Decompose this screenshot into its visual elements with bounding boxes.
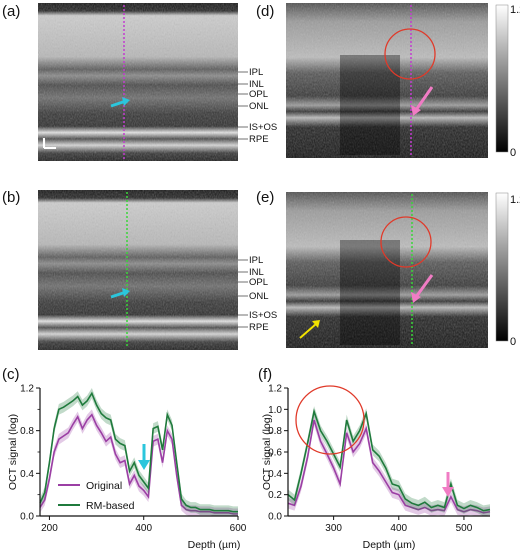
xlabel-f: Depth (µm): [363, 539, 416, 551]
shadow-region-e: [340, 240, 400, 345]
y-tick-label: 0.8: [20, 426, 34, 437]
panel-label-d: (d): [256, 3, 274, 20]
pink-arrowhead-e: [411, 292, 421, 303]
panel-d: (d) 1.2 0: [256, 3, 520, 159]
pink-arrowhead-d: [411, 105, 421, 116]
yellow-arrow-e: [299, 323, 317, 339]
oct-texture-d: [286, 3, 488, 158]
ylabel-c: OCT signal (log): [7, 414, 19, 490]
series-band: [40, 409, 238, 516]
ylabel-f: OCT signal (log): [261, 414, 273, 490]
layer-label: IPL: [249, 67, 263, 78]
layer-labels-a: IPL INL OPL ONL IS+OS RPE: [238, 67, 277, 145]
legend-c: Original RM-based: [58, 480, 135, 512]
colorbar-e-min: 0: [510, 336, 516, 348]
series-line-original: [39, 413, 238, 515]
yellow-arrowhead-e: [312, 320, 320, 328]
panel-label-c: (c): [2, 366, 20, 383]
layer-label: OPL: [249, 89, 268, 100]
y-tick-label: 0.6: [268, 448, 282, 459]
panel-a: (a) IPL INL OPL ONL IS+OS RPE: [2, 3, 277, 161]
series-line-original: [287, 419, 491, 514]
scale-bar-a: [43, 138, 56, 149]
layer-label: INL: [249, 79, 264, 90]
series-line-rm-based: [287, 408, 491, 512]
xlabel-c: Depth (µm): [188, 539, 241, 551]
series-line-rm-based: [39, 391, 238, 513]
colorbar-d-max: 1.2: [510, 4, 520, 16]
y-tick-label: 0.0: [20, 512, 34, 523]
oct-texture-b: [38, 190, 238, 350]
x-tick-label: 500: [456, 523, 473, 534]
layer-label: IS+OS: [249, 310, 277, 321]
layer-label: INL: [249, 267, 264, 278]
y-tick-label: 1.2: [268, 384, 282, 395]
red-circle-e: [380, 216, 432, 268]
panel-label-f: (f): [258, 366, 272, 383]
cyan-arrowhead-b: [122, 288, 130, 297]
colorbar-e: [495, 192, 509, 342]
panel-e: (e) 1.2 0: [256, 189, 520, 348]
y-tick-label: 0.2: [268, 490, 282, 501]
x-tick-label: 600: [230, 523, 247, 534]
y-tick-label: 0.4: [20, 469, 34, 480]
chart-f: (f) 300 400 500 0.0 0.2 0.4 0.6 0.8 1.0 1.2 Depth…: [258, 366, 491, 551]
shadow-region-d: [340, 55, 400, 155]
red-circle-d: [384, 28, 436, 80]
x-tick-label: 400: [135, 523, 152, 534]
layer-label: ONL: [249, 101, 269, 112]
cyan-arrowhead-a: [122, 97, 130, 106]
oct-texture-e: [286, 192, 488, 348]
oct-texture-a: [38, 3, 238, 161]
legend-label-rm: RM-based: [86, 500, 135, 512]
layer-label: RPE: [249, 322, 269, 333]
layer-label: IPL: [249, 255, 263, 266]
layer-label: OPL: [249, 277, 268, 288]
x-tick-label: 300: [325, 523, 342, 534]
x-tick-label: 200: [41, 523, 58, 534]
legend-label-original: Original: [86, 480, 122, 492]
pink-arrow-d: [414, 86, 434, 111]
y-tick-label: 1.0: [268, 405, 282, 416]
pink-arrowhead-f: [442, 487, 454, 497]
cyan-arrowhead-c: [138, 460, 150, 470]
series-band: [288, 414, 490, 516]
y-tick-label: 0.4: [268, 469, 282, 480]
red-circle-f: [295, 385, 365, 455]
layer-label: ONL: [249, 291, 269, 302]
panel-b: (b) IPL INL OPL ONL IS+OS RPE: [2, 189, 277, 350]
layer-labels-b: IPL INL OPL ONL IS+OS RPE: [238, 255, 277, 333]
y-tick-label: 0.0: [268, 512, 282, 523]
pink-arrow-e: [414, 274, 434, 298]
layer-label: IS+OS: [249, 122, 277, 133]
series-band: [40, 388, 238, 516]
layer-label: RPE: [249, 134, 269, 145]
colorbar-d: [495, 4, 509, 153]
chart-c: (c) 200 400 600 0.0 0.4 0.8 1.2 Depth (µm) OCT…: [2, 366, 247, 551]
colorbar-d-min: 0: [510, 147, 516, 159]
y-tick-label: 1.2: [20, 384, 34, 395]
colorbar-e-max: 1.2: [510, 194, 520, 206]
panel-label-b: (b): [2, 189, 20, 206]
x-tick-label: 400: [390, 523, 407, 534]
panel-label-e: (e): [256, 189, 274, 206]
panel-label-a: (a): [2, 3, 20, 20]
y-tick-label: 0.8: [268, 426, 282, 437]
